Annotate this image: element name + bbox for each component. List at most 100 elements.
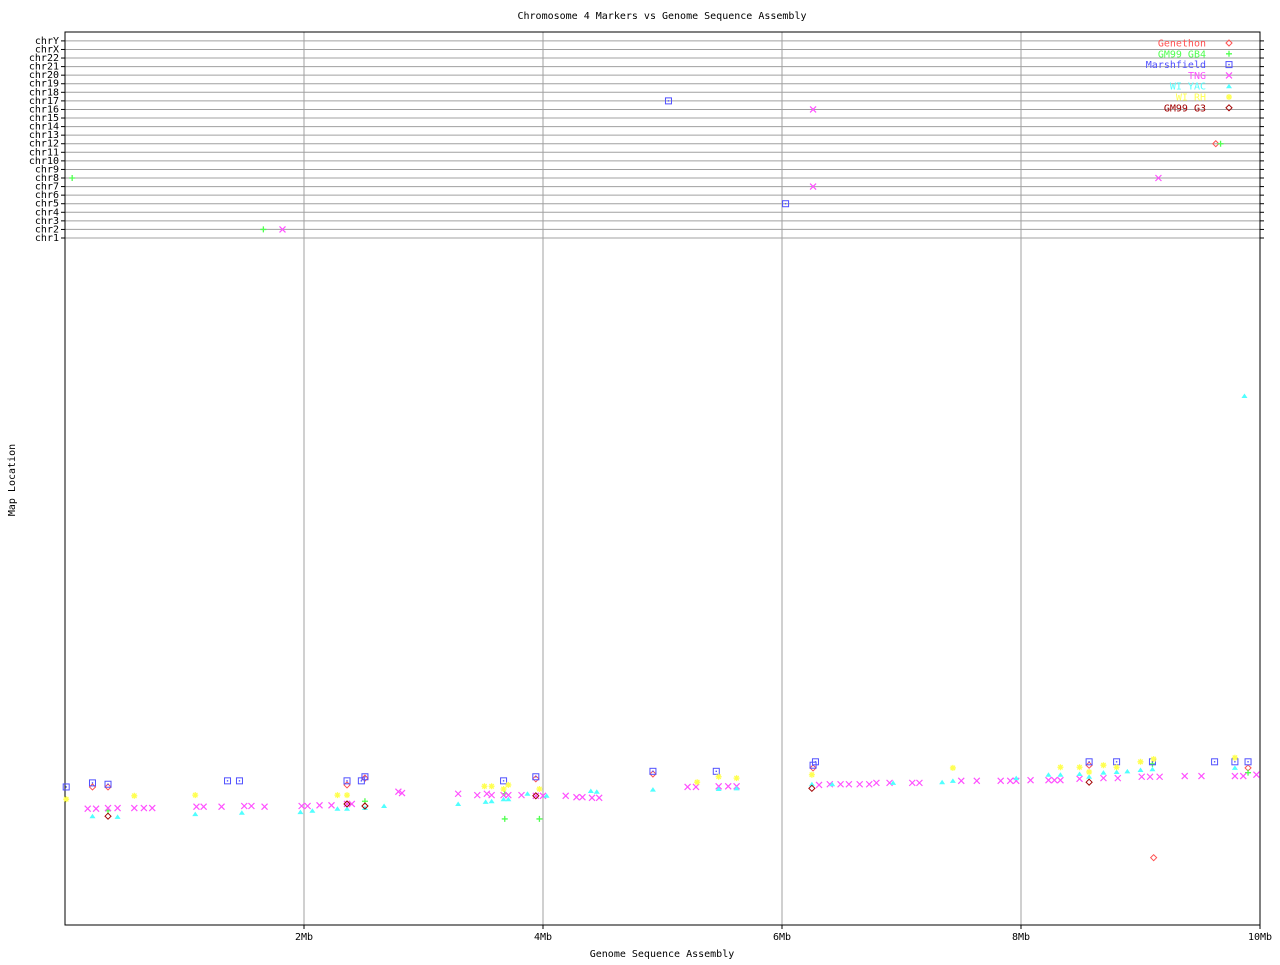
data-point xyxy=(361,805,368,811)
data-point xyxy=(1006,777,1014,785)
data-point xyxy=(872,779,880,787)
legend-item: TNG xyxy=(1188,71,1233,82)
data-point xyxy=(1076,764,1083,771)
data-point xyxy=(664,97,672,105)
data-point xyxy=(192,811,199,817)
y-tick-label: chr12 xyxy=(29,139,59,150)
y-tick-label: chr22 xyxy=(29,53,59,64)
data-point xyxy=(1076,775,1083,783)
data-point xyxy=(809,183,817,191)
data-point xyxy=(973,777,981,785)
chart-title: Chromosome 4 Markers vs Genome Sequence … xyxy=(518,11,807,22)
y-tick-label: chr6 xyxy=(35,190,59,201)
data-point xyxy=(809,764,817,772)
data-point xyxy=(562,792,570,800)
data-point xyxy=(488,798,495,804)
data-point xyxy=(1113,769,1120,774)
data-point xyxy=(104,780,112,788)
data-point xyxy=(845,780,853,788)
data-point xyxy=(200,803,208,811)
data-point xyxy=(261,803,268,811)
data-point xyxy=(579,793,586,801)
data-point xyxy=(733,785,740,791)
data-point xyxy=(398,789,406,797)
data-point xyxy=(500,796,507,802)
plot-frame xyxy=(64,31,1261,926)
data-point xyxy=(1113,764,1120,771)
y-tick-label: chr17 xyxy=(29,96,59,107)
data-point xyxy=(334,792,341,799)
y-tick-label: chr21 xyxy=(29,62,59,73)
data-point xyxy=(88,783,97,791)
data-point xyxy=(1137,758,1144,765)
y-tick-label: chr9 xyxy=(35,164,59,175)
y-tick-label: chr18 xyxy=(29,87,59,98)
data-point xyxy=(488,783,495,790)
data-point xyxy=(649,767,657,775)
data-point xyxy=(1244,758,1252,766)
x-tick-label: 4Mb xyxy=(534,932,552,943)
data-point xyxy=(1051,776,1058,784)
data-point xyxy=(715,773,722,780)
data-point xyxy=(218,803,225,811)
data-point xyxy=(500,786,507,792)
data-point xyxy=(298,802,306,810)
data-point xyxy=(343,781,351,789)
legend-symbol xyxy=(1226,94,1232,100)
data-point xyxy=(224,777,232,785)
data-point xyxy=(114,814,121,819)
data-point xyxy=(454,790,462,798)
data-point xyxy=(808,784,816,793)
data-point xyxy=(536,786,543,792)
data-point xyxy=(588,794,596,802)
data-point xyxy=(483,790,491,798)
series-gm99-gb4 xyxy=(69,140,1252,822)
data-point xyxy=(84,805,92,813)
data-point xyxy=(148,804,156,812)
y-tick-label: chrY xyxy=(35,36,59,47)
x-tick-label: 6Mb xyxy=(773,932,791,943)
series-wi-rh xyxy=(63,754,1238,803)
y-tick-label: chr14 xyxy=(29,122,59,133)
y-tick-label: chr4 xyxy=(35,207,59,218)
data-point xyxy=(344,806,351,811)
data-point xyxy=(193,803,200,811)
data-point xyxy=(1149,853,1158,862)
data-point xyxy=(532,792,540,800)
data-point xyxy=(733,775,740,782)
data-point xyxy=(361,773,369,781)
series-tng xyxy=(84,106,1260,813)
legend-label: WI RH xyxy=(1176,93,1206,104)
data-point xyxy=(69,175,76,182)
x-tick-label: 10Mb xyxy=(1248,932,1272,943)
data-point xyxy=(63,796,70,803)
legend-label: Genethon xyxy=(1158,39,1206,50)
data-point xyxy=(192,792,199,799)
data-point xyxy=(1027,776,1034,784)
legend-item: GM99 GB4 xyxy=(1158,49,1232,60)
data-point xyxy=(260,226,267,233)
data-point xyxy=(1231,772,1239,780)
y-tick-label: chr8 xyxy=(35,173,59,184)
data-point xyxy=(1241,393,1248,398)
series-wi-yac xyxy=(89,393,1248,819)
data-point xyxy=(524,791,531,796)
data-point xyxy=(815,781,823,789)
data-point xyxy=(104,812,112,820)
data-point xyxy=(543,793,550,798)
data-point xyxy=(997,777,1005,785)
data-point xyxy=(1057,772,1064,777)
data-point xyxy=(279,226,286,233)
data-point xyxy=(92,805,100,813)
x-tick-label: 2Mb xyxy=(295,932,313,943)
data-point xyxy=(328,801,335,809)
legend-label: Marshfield xyxy=(1146,60,1206,71)
data-point xyxy=(939,779,946,785)
data-point xyxy=(455,801,462,806)
data-point xyxy=(482,799,489,804)
series-gm99-g3 xyxy=(104,778,1093,820)
y-tick-label: chr10 xyxy=(29,156,59,167)
legend-item: Marshfield xyxy=(1146,60,1233,71)
data-point xyxy=(1045,776,1052,784)
